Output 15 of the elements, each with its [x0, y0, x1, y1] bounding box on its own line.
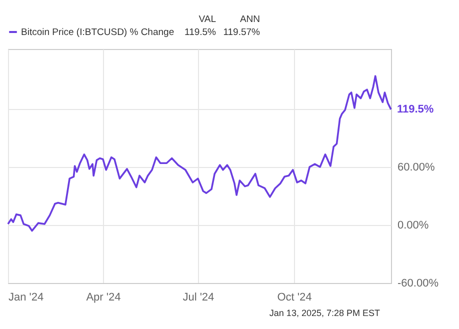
legend-label: Bitcoin Price (I:BTCUSD) % Change	[21, 27, 174, 38]
text: 119.57%	[223, 27, 261, 38]
y-tick-label: -60.00%	[398, 278, 439, 290]
y-tick-label: 0.00%	[398, 219, 429, 232]
text: VAL	[198, 14, 216, 25]
text: ANN	[240, 14, 260, 25]
x-tick-label: Jul '24	[182, 292, 214, 304]
text: 119.5%	[184, 27, 217, 38]
text: Jan 13, 2025, 7:28 PM EST	[269, 308, 380, 318]
x-tick-label: Oct '24	[277, 292, 312, 304]
y-tick-label: 60.00%	[398, 161, 436, 174]
line-series	[7, 75, 392, 232]
x-tick-label: Jan '24	[8, 292, 44, 304]
x-tick-label: Apr '24	[86, 292, 121, 304]
data-label: 119.5%	[397, 103, 434, 116]
